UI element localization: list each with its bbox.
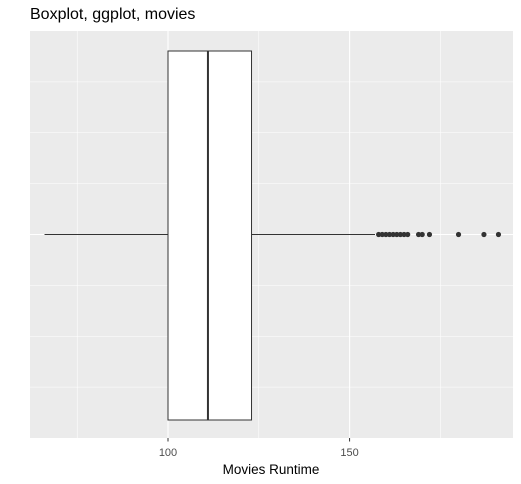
outlier-point [376,231,382,238]
x-axis-title: Movies Runtime [223,462,320,477]
outlier-point [390,231,396,238]
outlier-point [426,231,433,238]
x-axis-ticks: 100 150 [159,438,359,459]
outlier-point [481,231,487,238]
outlier-point [419,231,425,238]
outlier-point [397,231,404,238]
outlier-point [495,231,502,238]
outlier-point [401,231,407,238]
outlier-point [405,231,411,238]
x-tick-label: 100 [159,447,177,459]
x-tick-label: 150 [340,447,358,459]
outlier-point [455,231,462,238]
box-iqr [167,50,253,421]
outlier-point [394,231,400,238]
grid-lines [30,31,513,438]
outlier-point [415,231,422,238]
chart-title: Boxplot, ggplot, movies [30,6,196,23]
box-group [44,50,375,421]
outlier-points [376,231,502,238]
outlier-point [379,231,385,238]
outlier-point [383,231,389,238]
outlier-point [386,231,393,238]
